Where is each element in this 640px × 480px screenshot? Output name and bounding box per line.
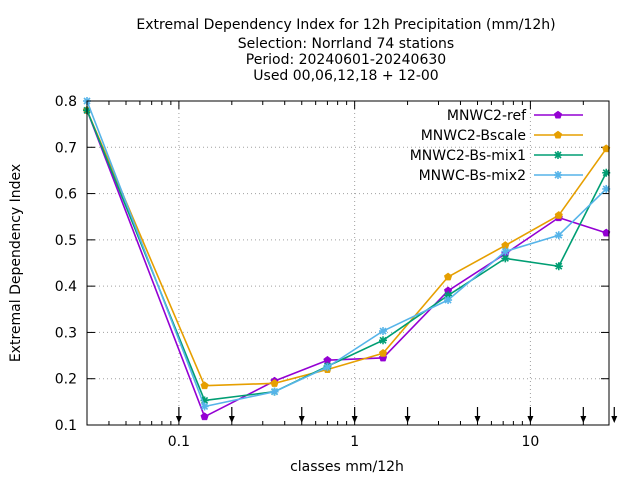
threshold-arrow-head [580, 416, 587, 423]
y-tick-label: 0.5 [55, 233, 77, 249]
title-line-2: Selection: Norrland 74 stations [238, 36, 454, 52]
x-tick-label: 1 [350, 434, 359, 450]
threshold-arrow-head [175, 416, 182, 423]
marker-stroke [323, 363, 331, 371]
marker-stroke [602, 185, 610, 193]
data-point [443, 272, 453, 281]
y-tick-label: 0.2 [55, 372, 77, 388]
series-MNWC2-Bscale [82, 105, 611, 390]
data-point [379, 327, 388, 336]
legend-swatch-marker [553, 110, 563, 119]
threshold-arrow-head [228, 416, 235, 423]
series-line [86, 100, 607, 408]
legend-label: MNWC2-Bscale [421, 128, 526, 144]
marker-stroke [501, 247, 509, 255]
series-line [86, 109, 607, 402]
marker-stroke [602, 169, 610, 177]
y-tick-label: 0.3 [55, 325, 77, 341]
legend-label: MNWC-Bs-mix2 [419, 168, 526, 184]
data-point [554, 262, 563, 271]
plot-frame [86, 100, 610, 426]
threshold-arrow [404, 407, 411, 423]
title-line-4: Used 00,06,12,18 + 12-00 [253, 68, 438, 84]
data-point [270, 387, 279, 396]
data-point [378, 348, 388, 357]
threshold-arrow-head [404, 416, 411, 423]
data-point [200, 381, 209, 390]
legend-swatch-marker [553, 130, 563, 139]
data-point [554, 231, 563, 240]
series-MNWC-Bs-mix2 [83, 97, 611, 411]
threshold-arrow-head [351, 416, 358, 423]
title-line-1: Extremal Dependency Index for 12h Precip… [136, 17, 555, 33]
threshold-arrow [611, 407, 618, 423]
threshold-arrow-head [474, 416, 481, 423]
series-MNWC2-ref [82, 105, 611, 421]
threshold-arrow-head [527, 416, 534, 423]
threshold-arrows [175, 407, 618, 423]
y-tick-label: 0.8 [55, 94, 77, 110]
threshold-arrow [580, 407, 587, 423]
chart-title: Extremal Dependency Index for 12h Precip… [136, 17, 555, 84]
y-tick-label: 0.7 [55, 140, 77, 156]
legend-entry: MNWC2-ref [447, 108, 583, 124]
title-line-3: Period: 20240601-20240630 [246, 52, 446, 68]
series-line [86, 109, 607, 387]
legend-swatch-marker [554, 151, 562, 159]
series-line [86, 109, 607, 418]
x-axis-label: classes mm/12h [290, 459, 404, 475]
x-tick-label: 0.1 [168, 434, 190, 450]
marker-stroke [270, 388, 279, 396]
marker-stroke [501, 254, 509, 262]
data-point [200, 402, 209, 411]
threshold-arrow [228, 407, 235, 423]
data-point [270, 379, 279, 387]
data-point [444, 296, 453, 305]
y-tick-label: 0.1 [55, 418, 77, 434]
data-series [82, 97, 611, 421]
threshold-arrow [298, 407, 305, 423]
data-point [379, 336, 388, 345]
threshold-arrow [351, 407, 358, 423]
threshold-arrow [175, 407, 182, 423]
data-point [323, 363, 332, 372]
marker-stroke [554, 171, 562, 179]
marker-stroke [444, 296, 452, 304]
threshold-arrow [527, 407, 534, 423]
legend-label: MNWC2-Bs-mix1 [410, 148, 526, 164]
threshold-arrow-head [298, 416, 305, 423]
legend-swatch-marker [554, 171, 562, 179]
legend: MNWC2-ref MNWC2-Bscale MNWC2-Bs-mix1 MNWC-B… [410, 108, 583, 184]
marker-stroke [554, 151, 562, 159]
x-tick-label: 10 [521, 434, 539, 450]
data-point [602, 184, 611, 193]
legend-label: MNWC2-ref [447, 108, 527, 124]
data-point [501, 247, 510, 256]
threshold-arrow-head [611, 416, 618, 423]
threshold-arrow [474, 407, 481, 423]
marker-stroke [379, 336, 387, 344]
data-point [501, 254, 510, 263]
y-tick-label: 0.6 [55, 187, 77, 203]
marker-stroke [555, 262, 563, 270]
marker-stroke [201, 402, 209, 411]
grid-lines [87, 100, 609, 426]
marker-stroke [555, 231, 563, 239]
legend-entry: MNWC-Bs-mix2 [419, 168, 583, 184]
marker-stroke [379, 327, 387, 335]
data-point [554, 211, 563, 219]
y-tick-label: 0.4 [55, 279, 77, 295]
legend-entry: MNWC2-Bs-mix1 [410, 148, 583, 164]
legend-entry: MNWC2-Bscale [421, 128, 583, 144]
data-point [200, 412, 209, 421]
y-axis-label: Extremal Dependency Index [8, 164, 24, 362]
